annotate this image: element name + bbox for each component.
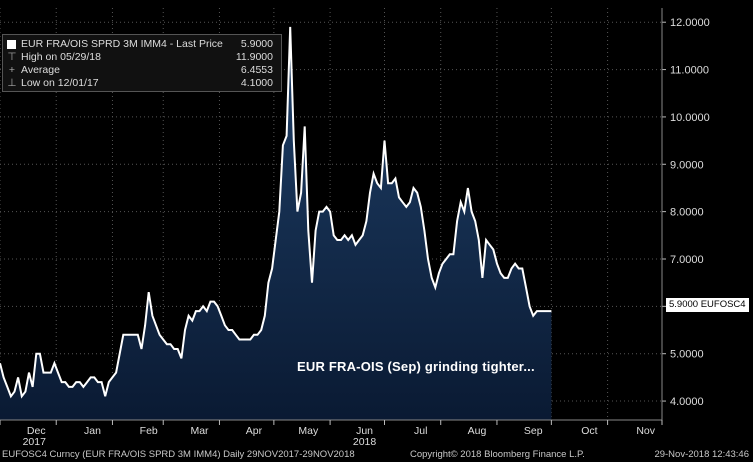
footer-copyright: Copyright© 2018 Bloomberg Finance L.P. xyxy=(410,449,585,460)
x-tick-label: Apr xyxy=(246,425,263,437)
y-tick-label: 11.0000 xyxy=(670,65,709,77)
legend-title: EUR FRA/OIS SPRD 3M IMM4 - Last Price xyxy=(21,38,223,50)
x-tick-label: Jun xyxy=(356,425,373,437)
average-marker-icon: + xyxy=(8,64,16,76)
legend-row-low: ⊥ Low on 12/01/17 4.1000 xyxy=(3,77,273,89)
y-tick-label: 10.0000 xyxy=(670,112,710,124)
footer-bar: EUFOSC4 Curncy (EUR FRA/OIS SPRD 3M IMM4… xyxy=(0,446,753,462)
y-tick-label: 5.0000 xyxy=(670,349,704,361)
x-tick-label: Sep xyxy=(524,425,543,437)
low-marker-icon: ⊥ xyxy=(7,77,17,89)
y-tick-label: 8.0000 xyxy=(670,207,704,219)
legend-average-value: 6.4553 xyxy=(240,64,273,76)
series-line xyxy=(0,26,552,399)
footer-security: EUFOSC4 Curncy (EUR FRA/OIS SPRD 3M IMM4… xyxy=(2,449,355,460)
legend-average-label: Average xyxy=(21,64,60,76)
high-marker-icon: ⊤ xyxy=(7,51,17,63)
y-tick-label: 12.0000 xyxy=(670,17,710,29)
footer-timestamp: 29-Nov-2018 12:43:46 xyxy=(654,449,749,460)
legend-row-last: EUR FRA/OIS SPRD 3M IMM4 - Last Price 5.… xyxy=(3,38,273,50)
x-tick-year-label: 2017 xyxy=(23,436,47,448)
x-tick-label: May xyxy=(298,425,319,437)
legend-low-value: 4.1000 xyxy=(240,77,273,89)
x-tick-label: Aug xyxy=(468,425,487,437)
legend: EUR FRA/OIS SPRD 3M IMM4 - Last Price 5.… xyxy=(2,34,282,92)
legend-high-value: 11.9000 xyxy=(235,51,273,63)
chart-annotation: EUR FRA-OIS (Sep) grinding tighter... xyxy=(297,359,535,374)
y-tick-label: 9.0000 xyxy=(670,159,704,171)
legend-row-high: ⊤ High on 05/29/18 11.9000 xyxy=(3,51,273,63)
x-tick-label: Jul xyxy=(414,425,427,437)
last-price-tag: 5.9000 EUFOSC4 xyxy=(666,298,749,312)
x-tick-year-label: 2018 xyxy=(353,436,377,448)
legend-row-average: + Average 6.4553 xyxy=(3,64,273,76)
series-swatch-icon xyxy=(7,40,16,49)
legend-high-label: High on 05/29/18 xyxy=(21,51,101,63)
y-axis: 4.00005.00006.00007.00008.00009.000010.0… xyxy=(661,8,710,420)
y-tick-label: 7.0000 xyxy=(670,254,704,266)
legend-last-value: 5.9000 xyxy=(240,38,273,50)
series-area xyxy=(0,26,552,421)
legend-low-label: Low on 12/01/17 xyxy=(21,77,99,89)
y-tick-label: 4.0000 xyxy=(670,396,704,408)
x-tick-label: Nov xyxy=(636,425,655,437)
x-tick-label: Feb xyxy=(140,425,158,437)
x-tick-label: Oct xyxy=(581,425,597,437)
x-tick-label: Dec xyxy=(27,425,46,437)
x-tick-label: Jan xyxy=(84,425,101,437)
x-tick-label: Mar xyxy=(190,425,209,437)
